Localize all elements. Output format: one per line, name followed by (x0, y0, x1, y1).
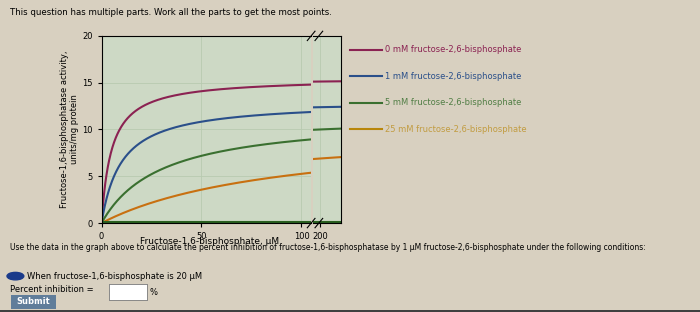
Text: 1 mM fructose-2,6-bisphosphate: 1 mM fructose-2,6-bisphosphate (385, 72, 522, 81)
Text: Percent inhibition =: Percent inhibition = (10, 285, 94, 294)
Text: 5 mM fructose-2,6-bisphosphate: 5 mM fructose-2,6-bisphosphate (385, 99, 522, 107)
Text: %: % (149, 288, 157, 297)
Text: When fructose-1,6-bisphosphate is 20 μM: When fructose-1,6-bisphosphate is 20 μM (27, 272, 202, 280)
Y-axis label: Fructose-1,6-bisphosphatase activity,
units/mg protein: Fructose-1,6-bisphosphatase activity, un… (60, 51, 79, 208)
Text: 0 mM fructose-2,6-bisphosphate: 0 mM fructose-2,6-bisphosphate (385, 46, 522, 54)
Text: a: a (13, 272, 18, 280)
Text: Use the data in the graph above to calculate the percent inhibition of fructose-: Use the data in the graph above to calcu… (10, 243, 646, 252)
Text: This question has multiple parts. Work all the parts to get the most points.: This question has multiple parts. Work a… (10, 8, 332, 17)
Text: Fructose-1,6-bisphosphate, μM: Fructose-1,6-bisphosphate, μM (141, 237, 279, 246)
Text: 25 mM fructose-2,6-bisphosphate: 25 mM fructose-2,6-bisphosphate (385, 125, 526, 134)
Text: Submit: Submit (16, 297, 50, 306)
